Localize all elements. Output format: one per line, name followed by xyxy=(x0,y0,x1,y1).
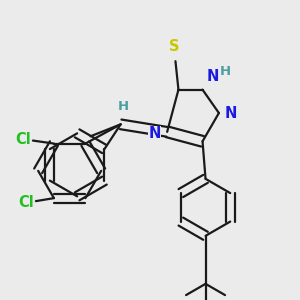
Text: N: N xyxy=(225,106,237,121)
Text: Cl: Cl xyxy=(15,132,31,147)
Text: N: N xyxy=(207,69,219,84)
Text: H: H xyxy=(118,100,129,113)
Text: H: H xyxy=(220,65,231,78)
Text: N: N xyxy=(149,126,161,141)
Text: S: S xyxy=(169,39,179,54)
Text: Cl: Cl xyxy=(18,194,34,209)
